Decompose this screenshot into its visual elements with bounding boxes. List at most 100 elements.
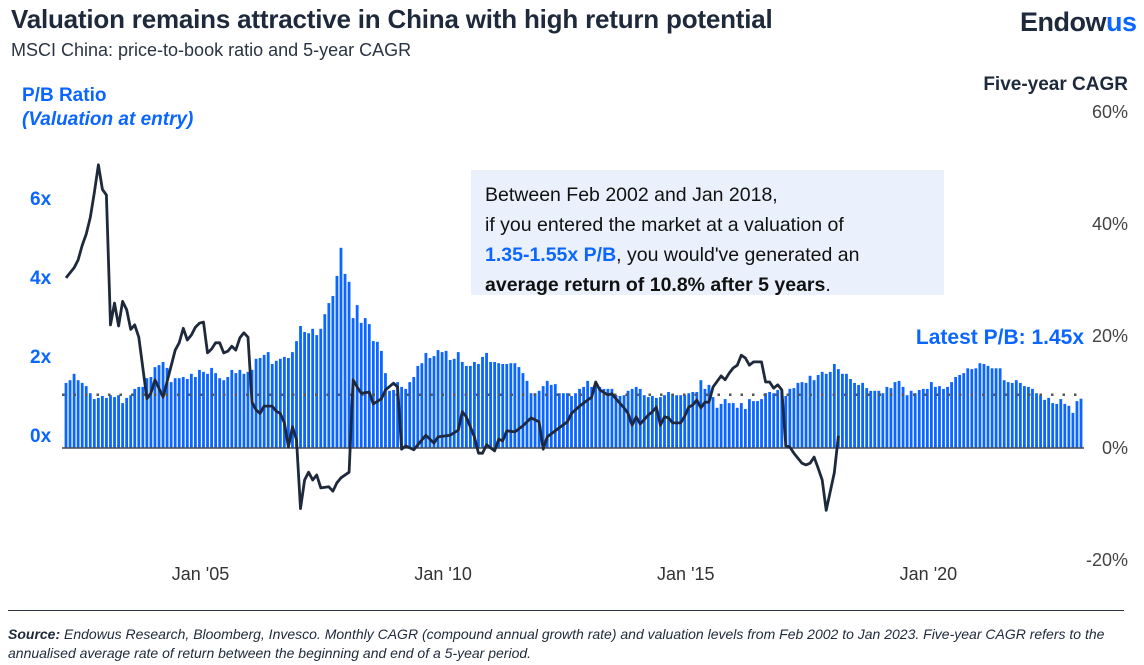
- pb-bar: [626, 390, 630, 448]
- pb-bar: [743, 409, 747, 448]
- pb-bar: [800, 382, 804, 448]
- pb-bar: [1002, 380, 1006, 448]
- pb-bar: [990, 368, 994, 448]
- pb-bar: [416, 365, 420, 448]
- pb-bar: [590, 386, 594, 448]
- pb-bar: [748, 399, 751, 448]
- pb-bar: [149, 377, 153, 448]
- pb-bar: [400, 386, 404, 448]
- pb-bar: [853, 382, 856, 448]
- pb-bar: [650, 396, 654, 448]
- annotation-line-3-rest: , you would've generated an: [616, 244, 860, 266]
- pb-bar: [925, 388, 929, 448]
- pb-bar: [331, 296, 335, 448]
- pb-bar: [100, 396, 104, 448]
- pb-bar: [655, 397, 658, 448]
- pb-bar: [202, 371, 205, 448]
- pb-bar: [958, 375, 962, 448]
- pb-bar: [905, 395, 909, 448]
- left-axis-sublabel: (Valuation at entry): [22, 109, 194, 130]
- pb-bar: [1071, 412, 1075, 448]
- pb-bar: [610, 388, 614, 448]
- pb-bar: [1059, 399, 1063, 448]
- annotation-highlight: 1.35-1.55x P/B: [485, 244, 617, 266]
- pb-bar: [885, 386, 889, 448]
- pb-bar: [299, 326, 302, 448]
- pb-bar: [602, 388, 606, 448]
- pb-bar: [481, 356, 484, 448]
- pb-bar: [198, 369, 201, 448]
- pb-bar: [125, 397, 129, 448]
- pb-bar: [359, 322, 363, 448]
- pb-bar: [177, 378, 181, 448]
- pb-bar: [460, 362, 464, 448]
- latest-pb-label: Latest P/B: 1.45x: [915, 326, 1084, 349]
- pb-bar: [88, 393, 92, 448]
- pb-bar: [804, 382, 808, 448]
- pb-bar: [1006, 382, 1010, 448]
- annotation-bold: average return of 10.8% after 5 years: [485, 274, 826, 296]
- pb-bar: [917, 390, 921, 448]
- pb-bar: [994, 368, 998, 448]
- pb-bar: [517, 367, 521, 448]
- pb-bar: [1014, 380, 1018, 448]
- pb-bar: [153, 367, 157, 448]
- pb-bar: [428, 358, 432, 448]
- pb-bar: [76, 380, 80, 448]
- pb-bar: [998, 368, 1002, 448]
- pb-bar: [683, 395, 687, 448]
- pb-bar: [557, 393, 561, 448]
- pb-bar: [711, 397, 715, 448]
- pb-bar: [493, 362, 497, 448]
- pb-bar: [687, 393, 691, 448]
- pb-bar: [129, 395, 133, 448]
- pb-bar: [64, 382, 68, 448]
- pb-bar: [622, 395, 626, 448]
- annotation-box: Between Feb 2002 and Jan 2018, if you en…: [471, 170, 944, 296]
- pb-bar: [1063, 403, 1067, 448]
- pb-bar: [169, 382, 173, 448]
- pb-bar: [764, 393, 767, 448]
- pb-bar: [420, 363, 424, 448]
- pb-bar: [473, 362, 476, 448]
- pb-bar: [768, 392, 772, 448]
- pb-bar: [857, 384, 860, 448]
- pb-bar: [440, 352, 444, 448]
- pb-bar: [238, 369, 242, 448]
- pb-bar: [897, 380, 901, 448]
- pb-bar: [521, 373, 525, 448]
- left-tick-label: 4x: [30, 268, 52, 289]
- pb-bar: [181, 377, 185, 448]
- pb-bar: [157, 365, 161, 448]
- right-tick-label: 20%: [1092, 326, 1128, 346]
- pb-bar: [347, 281, 351, 448]
- left-axis-title: P/B Ratio (Valuation at entry): [22, 84, 193, 132]
- pb-bar: [816, 375, 820, 448]
- pb-bar: [432, 356, 436, 448]
- pb-bar: [719, 403, 723, 448]
- pb-bar: [161, 362, 165, 448]
- annotation-line-1: Between Feb 2002 and Jan 2018,: [485, 184, 778, 206]
- pb-bar: [388, 390, 391, 448]
- pb-bar: [266, 352, 270, 448]
- pb-bar: [703, 388, 707, 448]
- pb-bar: [121, 403, 125, 448]
- annotation-line-3: 1.35-1.55x P/B, you would've generated a…: [485, 240, 930, 270]
- pb-bar: [970, 369, 974, 448]
- pb-bar: [630, 388, 634, 448]
- pb-bar: [752, 401, 755, 448]
- pb-bar: [92, 399, 96, 448]
- pb-bar: [841, 373, 844, 448]
- pb-bar: [105, 397, 108, 448]
- pb-bar: [942, 388, 945, 448]
- x-tick-label: Jan '15: [657, 564, 714, 584]
- pb-bar: [638, 388, 642, 448]
- pb-bar: [335, 275, 339, 448]
- pb-bar: [96, 397, 100, 448]
- pb-bar: [646, 397, 650, 448]
- pb-bar: [1079, 398, 1083, 448]
- annotation-end: .: [825, 274, 831, 296]
- left-axis-label: P/B Ratio: [22, 85, 107, 106]
- pb-bar: [788, 388, 792, 448]
- pb-bar: [250, 369, 254, 448]
